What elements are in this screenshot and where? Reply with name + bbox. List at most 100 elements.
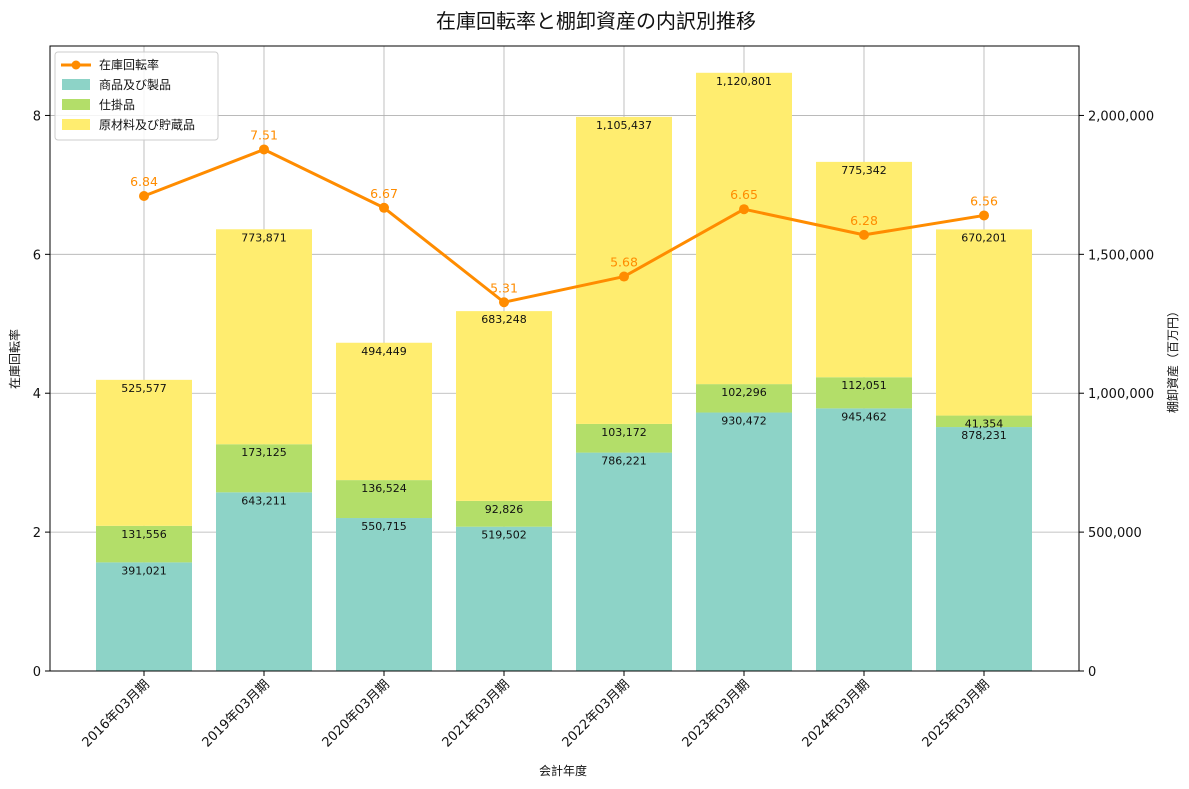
rate-value-label: 5.68 [610, 255, 638, 270]
rate-value-label: 6.56 [970, 193, 998, 208]
right-y-axis-label: 棚卸資産（百万円） [1165, 305, 1180, 413]
bar-segment [936, 229, 1032, 416]
bar-value-label: 786,221 [601, 455, 647, 468]
rate-value-label: 7.51 [250, 127, 278, 142]
bar-segment [336, 480, 432, 519]
legend-label: 仕掛品 [99, 97, 135, 112]
left-y-tick-label: 8 [33, 109, 41, 124]
x-tick-label: 2021年03月期 [440, 677, 513, 750]
rate-line [143, 147, 985, 304]
x-tick-label: 2019年03月期 [200, 677, 273, 750]
bar-value-label: 670,201 [961, 231, 1007, 244]
rate-value-label: 5.31 [490, 280, 518, 295]
legend-label: 在庫回転率 [99, 57, 159, 72]
right-y-tick-label: 1,500,000 [1088, 248, 1154, 263]
bar-segment [816, 377, 912, 409]
bar-segment [216, 444, 312, 493]
legend-label: 原材料及び貯蔵品 [99, 118, 195, 132]
legend-color-swatch [62, 119, 90, 130]
bar-segment [216, 229, 312, 445]
bar-value-label: 1,105,437 [596, 119, 652, 132]
bar-value-label: 930,472 [721, 415, 767, 428]
legend-color-swatch [62, 99, 90, 110]
legend-marker-swatch [71, 60, 81, 70]
bar-segment [96, 525, 192, 563]
rate-value-label: 6.28 [850, 213, 878, 228]
x-tick-label: 2022年03月期 [560, 677, 633, 750]
x-axis-label: 会計年度 [539, 763, 587, 778]
bar-value-label: 945,462 [841, 410, 887, 423]
rate-line-series: 6.84 7.51 6.67 5.31 5.68 6.65 6.28 6.56 [130, 127, 998, 308]
bar-segment [936, 427, 1032, 671]
bar-value-label: 494,449 [361, 345, 407, 358]
rate-point [499, 297, 509, 308]
bar-segment [336, 518, 432, 671]
bar-segment [936, 415, 1032, 428]
bar-value-label: 41,354 [965, 418, 1004, 431]
plot-frame [49, 45, 1080, 672]
left-y-tick-label: 0 [33, 665, 41, 680]
bar-segment [696, 412, 792, 671]
bar-value-label: 525,577 [121, 382, 167, 395]
x-tick-label: 2023年03月期 [680, 677, 753, 750]
bar-value-label: 643,211 [241, 494, 287, 507]
legend-color-swatch [62, 79, 90, 90]
x-tick-label: 2020年03月期 [320, 677, 393, 750]
bar-value-label: 102,296 [721, 386, 767, 399]
right-y-tick-label: 500,000 [1088, 526, 1142, 541]
bar-value-label: 103,172 [601, 426, 647, 439]
bar-segment [696, 384, 792, 413]
bar-value-label: 1,120,801 [716, 75, 772, 88]
rate-point [259, 144, 269, 155]
rate-point [739, 204, 749, 215]
bar-segment [336, 342, 432, 481]
bar-segment [96, 562, 192, 671]
bar-segment [576, 452, 672, 671]
bar-segment [456, 526, 552, 671]
bar-value-label: 878,231 [961, 429, 1007, 442]
left-y-tick-label: 4 [33, 387, 41, 402]
bar-segment [576, 423, 672, 453]
rate-point [859, 229, 869, 240]
left-y-axis-label: 在庫回転率 [7, 329, 22, 389]
bar-segment [576, 116, 672, 424]
bar-segment [816, 161, 912, 378]
bar-segment [216, 492, 312, 671]
rate-point [139, 191, 149, 201]
x-tick-label: 2024年03月期 [800, 677, 873, 750]
chart-title: 在庫回転率と棚卸資産の内訳別推移 [436, 9, 756, 33]
legend-box [54, 51, 219, 141]
bar-value-label: 775,342 [841, 164, 887, 177]
rate-point [979, 210, 989, 221]
bar-value-label: 131,556 [121, 528, 167, 541]
bar-value-label: 92,826 [485, 503, 524, 516]
x-tick-label: 2016年03月期 [80, 677, 153, 750]
bar-value-label: 519,502 [481, 529, 527, 542]
right-y-tick-label: 2,000,000 [1088, 109, 1154, 124]
rate-value-label: 6.84 [130, 174, 158, 189]
bar-value-label: 683,248 [481, 313, 527, 326]
bar-series [96, 72, 1032, 671]
bar-segment [96, 379, 192, 526]
rate-point [619, 271, 629, 282]
left-y-tick-label: 6 [33, 248, 41, 263]
bar-value-label: 173,125 [241, 446, 287, 459]
bar-data-labels: 391,021 131,556 525,577 643,211 173,125 773,8… [121, 75, 1007, 578]
right-y-tick-label: 0 [1088, 665, 1096, 680]
bar-segment [456, 500, 552, 527]
bar-value-label: 112,051 [841, 379, 887, 392]
bar-value-label: 773,871 [241, 231, 287, 244]
bar-value-label: 550,715 [361, 520, 407, 533]
rate-value-label: 6.65 [730, 187, 758, 202]
rate-value-label: 6.67 [370, 186, 398, 201]
legend-label: 商品及び製品 [99, 77, 171, 92]
right-y-tick-label: 1,000,000 [1088, 387, 1154, 402]
bar-value-label: 391,021 [121, 564, 167, 577]
bar-segment [456, 311, 552, 501]
bar-segment [816, 408, 912, 671]
x-tick-label: 2025年03月期 [920, 677, 993, 750]
rate-point [379, 202, 389, 213]
bar-value-label: 136,524 [361, 482, 407, 495]
